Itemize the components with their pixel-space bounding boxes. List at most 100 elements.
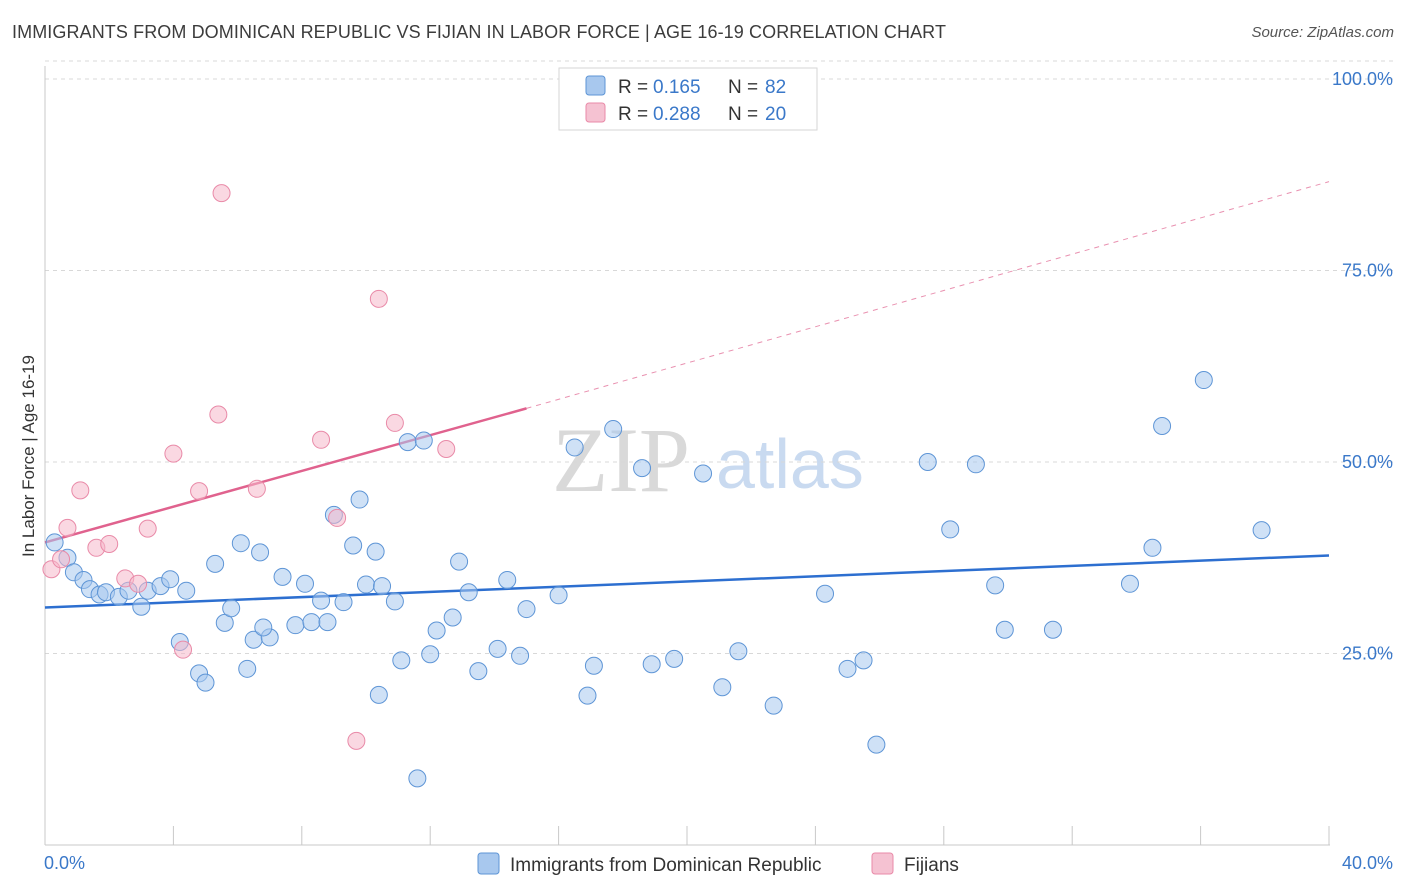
fijian-point [437,439,456,458]
dominican-point [1143,538,1162,557]
dominican-point [414,431,433,450]
dominican-point [427,621,446,640]
trend-line-fijian [44,407,527,544]
dominican-point [642,655,661,674]
dominican-point [385,592,404,611]
dominican-point [995,620,1014,639]
dominican-point [1252,521,1271,540]
dominican-point [251,543,270,562]
dominican-point [231,534,250,553]
dominican-point [344,536,363,555]
series-legend: Immigrants from Dominican Republic Fijia… [477,852,959,876]
legend-swatch-blue [585,75,606,96]
fijian-point [52,550,71,569]
legend-n-value-2: 20 [765,104,786,125]
dominican-point [392,651,411,670]
fijian-point [247,479,266,498]
fijian-point [209,405,228,424]
dominican-point [578,686,597,705]
dominican-point [867,735,886,754]
fijian-point [369,289,388,308]
dominican-point [498,570,517,589]
dominican-point [350,490,369,509]
y-tick-label-50: 50.0% [1342,452,1393,472]
dominican-point [816,584,835,603]
dominican-point [238,659,257,678]
stats-legend: R = 0.165 N = 82 R = 0.288 N = 20 [558,67,818,131]
x-tick-labels: 0.0% 40.0% [44,853,1393,873]
dominican-point [334,593,353,612]
dominican-point [443,608,462,627]
x-tick-label-max: 40.0% [1342,853,1393,873]
dominican-point [838,659,857,678]
fijian-point [100,534,119,553]
dominican-point [1153,416,1172,435]
fijian-point [58,518,77,537]
dominican-point [450,552,469,571]
dominican-point [517,600,536,619]
dominican-point [713,678,732,697]
dominican-point [729,642,748,661]
dominican-point [694,464,713,483]
trend-line-dominican [44,554,1330,609]
trend-lines [44,181,1330,609]
legend-r-label-1: R = [618,77,648,98]
fijian-point [174,640,193,659]
dominican-point [177,581,196,600]
fijian-point [129,574,148,593]
dominican-point [273,567,292,586]
watermark-atlas: atlas [716,425,864,503]
y-tick-label-100: 100.0% [1332,69,1393,89]
dominican-point [459,583,478,602]
legend-r-value-2: 0.288 [653,104,701,125]
dominican-point [488,639,507,658]
dominican-point [373,577,392,596]
x-tick-label-min: 0.0% [44,853,85,873]
dominican-point [132,597,151,616]
y-axis-title: In Labor Force | Age 16-19 [19,355,38,557]
chart-title: IMMIGRANTS FROM DOMINICAN REPUBLIC VS FI… [12,22,947,42]
fijian-point [164,444,183,463]
bottom-legend-swatch-pink [871,852,894,875]
dominican-point [469,662,488,681]
dominican-point [254,618,273,637]
dominican-point [302,613,321,632]
dominican-point [357,575,375,594]
legend-n-value-1: 82 [765,77,786,98]
dominican-point [206,554,225,573]
dominican-point [366,542,385,561]
legend-n-label-1: N = [728,77,758,98]
dominican-point [408,769,427,788]
dominican-point [312,591,331,610]
dominican-point [318,613,337,632]
dominican-point [222,599,241,618]
dominican-point [286,616,305,635]
dominican-point [941,520,960,539]
fijian-point [347,731,366,750]
dominican-point [196,673,215,692]
y-tick-labels: 25.0% 50.0% 75.0% 100.0% [1332,69,1393,664]
legend-swatch-pink [585,102,606,123]
fijian-point [385,413,404,432]
dominican-point [1043,620,1062,639]
y-tick-label-75: 75.0% [1342,261,1393,281]
dominican-point [966,455,985,474]
dominican-point [296,574,315,593]
dominican-point [764,696,783,715]
dominican-point [421,645,440,664]
dominican-point [665,649,684,668]
y-tick-label-25: 25.0% [1342,644,1393,664]
fijian-point [328,508,347,527]
dominican-point [398,433,417,452]
bottom-legend-label-2: Fijians [904,855,959,876]
gridlines [45,60,1394,654]
dominican-point [1120,574,1139,593]
trend-line-fijian-extension [526,181,1330,409]
dominican-point [45,533,64,552]
source-label: Source: ZipAtlas.com [1251,24,1394,41]
bottom-legend-swatch-blue [477,852,500,875]
fijian-point [71,481,90,500]
series-dominican-points [45,371,1271,788]
dominican-point [986,576,1005,595]
